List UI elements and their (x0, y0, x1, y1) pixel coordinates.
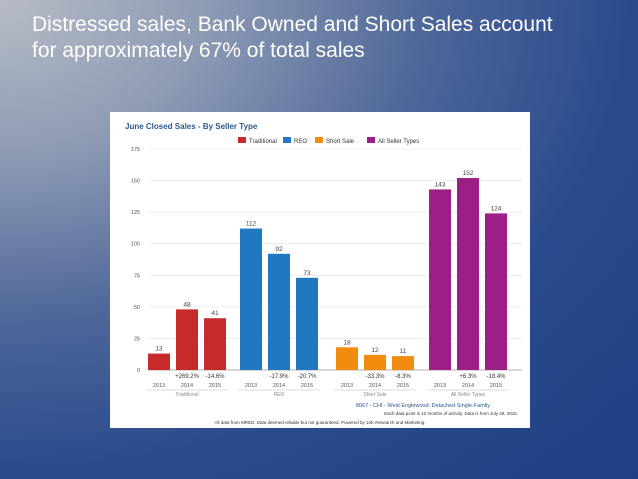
x-tick-label-1-1: 2014 (273, 383, 285, 389)
x-tick-label-0-1: 2014 (181, 383, 193, 389)
y-tick-label-1: 25 (134, 336, 140, 342)
bar-0-0 (148, 353, 170, 370)
x-tick-label-1-2: 2015 (301, 383, 313, 389)
source-annotation: All data from MRED. Data deemed reliable… (214, 420, 425, 425)
bar-3-2 (485, 213, 507, 370)
bar-value-label-3-2: 124 (491, 205, 502, 212)
legend-swatch-1 (283, 137, 291, 143)
slide-title: Distressed sales, Bank Owned and Short S… (32, 12, 622, 64)
bar-change-label-3-1: +6.3% (459, 374, 477, 380)
bar-value-label-1-1: 92 (275, 246, 283, 253)
x-tick-label-1-0: 2013 (245, 383, 257, 389)
y-tick-label-7: 175 (131, 147, 140, 153)
x-tick-label-0-2: 2015 (209, 383, 221, 389)
y-tick-label-3: 75 (134, 273, 140, 279)
y-tick-label-0: 0 (137, 368, 140, 374)
bar-2-2 (392, 356, 414, 370)
bar-value-label-2-1: 12 (371, 347, 379, 354)
bar-value-label-0-2: 41 (211, 310, 219, 317)
bar-3-0 (429, 189, 451, 370)
y-tick-label-2: 50 (134, 305, 140, 311)
x-tick-label-2-1: 2014 (369, 383, 381, 389)
group-label-3: All Seller Types (451, 392, 486, 398)
x-tick-label-3-1: 2014 (462, 383, 474, 389)
bar-2-0 (336, 347, 358, 370)
bar-change-label-0-1: +269.2% (175, 374, 200, 380)
bar-value-label-2-2: 11 (400, 348, 407, 355)
x-tick-label-3-2: 2015 (490, 383, 502, 389)
bar-value-label-0-0: 13 (155, 346, 163, 353)
bar-change-label-3-2: -18.4% (486, 374, 506, 380)
bar-value-label-0-1: 48 (183, 301, 191, 308)
note-annotation: Each data point is 12 months of activity… (384, 411, 518, 416)
legend-label-2: Short Sale (326, 139, 355, 145)
y-tick-label-6: 150 (131, 179, 140, 185)
x-tick-label-3-0: 2013 (434, 383, 446, 389)
bar-1-1 (268, 253, 290, 370)
legend-label-1: REO (294, 139, 307, 145)
bar-value-label-1-2: 73 (303, 270, 311, 277)
bar-1-2 (296, 277, 318, 370)
legend-label-3: All Seller Types (378, 139, 419, 145)
y-tick-label-5: 125 (131, 210, 140, 216)
bar-change-label-2-1: -33.3% (365, 374, 385, 380)
y-tick-label-4: 100 (131, 242, 140, 248)
bar-0-2 (204, 318, 226, 370)
bar-0-1 (176, 309, 198, 370)
bar-change-label-0-2: -14.6% (205, 374, 225, 380)
bar-value-label-3-1: 152 (463, 170, 474, 177)
bar-1-0 (240, 228, 262, 370)
x-tick-label-2-2: 2015 (397, 383, 409, 389)
area-annotation: 8067 - CHI - West Englewood: Detached Si… (356, 403, 490, 409)
legend-swatch-3 (367, 137, 375, 143)
slide-title-line-1: Distressed sales, Bank Owned and Short S… (32, 13, 553, 36)
bar-value-label-2-0: 18 (343, 339, 351, 346)
legend-swatch-2 (315, 137, 323, 143)
bar-2-1 (364, 354, 386, 370)
bar-chart: June Closed Sales - By Seller Type Tradit… (125, 122, 522, 425)
chart-panel: June Closed Sales - By Seller Type Tradit… (110, 112, 530, 428)
bar-value-label-1-0: 112 (246, 221, 257, 228)
group-label-1: REO (274, 392, 285, 398)
bar-3-1 (457, 178, 479, 370)
legend-label-0: Traditional (249, 139, 277, 145)
group-label-0: Traditional (175, 392, 198, 398)
bar-value-label-3-0: 143 (435, 181, 446, 188)
slide-title-line-2: for approximately 67% of total sales (32, 39, 365, 62)
group-label-2: Short Sale (363, 392, 387, 398)
legend-swatch-0 (238, 137, 246, 143)
x-tick-label-2-0: 2013 (341, 383, 353, 389)
chart-title: June Closed Sales - By Seller Type (125, 122, 258, 131)
x-tick-label-0-0: 2013 (153, 383, 165, 389)
bar-change-label-1-2: -20.7% (297, 374, 317, 380)
bar-change-label-2-2: -8.3% (395, 374, 411, 380)
bar-change-label-1-1: -17.9% (269, 374, 289, 380)
